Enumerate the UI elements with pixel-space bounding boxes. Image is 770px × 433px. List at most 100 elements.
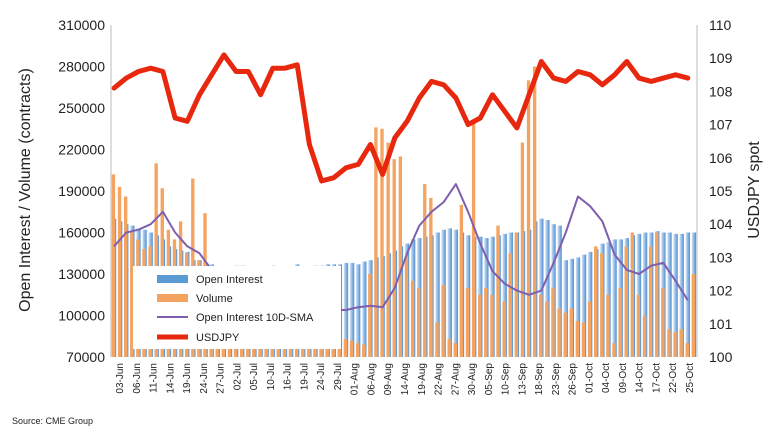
x-tick-label: 11-Jun [149,363,160,393]
volume-bar [423,184,427,357]
volume-bar [673,332,677,357]
open-interest-bar [545,220,550,357]
left-y-tick-label: 70000 [66,349,105,365]
x-tick-label: 10-Sep [501,363,512,396]
volume-bar [404,256,409,357]
volume-bar [441,285,445,357]
x-tick-label: 06-Aug [367,363,378,395]
x-tick-label: 04-Oct [601,363,612,393]
open-interest-bar [362,261,367,357]
legend-item-open-interest-sma: Open Interest 10D-SMA [157,312,314,324]
volume-bar [325,343,329,357]
volume-bar [349,340,354,357]
volume-bar [484,287,488,357]
x-tick-label: 09-Aug [383,363,394,395]
volume-bar [606,294,610,357]
volume-bar [300,341,305,357]
open-interest-bar [349,262,355,357]
volume-bar [563,312,567,357]
left-y-tick-label: 220000 [58,142,105,158]
x-tick-label: 14-Jun [165,363,176,394]
volume-bar [526,80,531,357]
right-y-axis-label: USDJPY spot [746,141,763,239]
x-tick-label: 03-Jun [115,363,126,394]
volume-bar [581,322,586,357]
x-tick-label: 19-Jul [299,363,310,390]
volume-bar [362,344,366,357]
volume-bar [691,274,696,357]
left-y-axis: 70000 100000 130000 160000 190000 220000 25000… [58,17,105,365]
volume-bar [288,343,293,357]
left-y-tick-label: 130000 [58,266,105,282]
x-tick-label: 01-Aug [350,363,361,395]
volume-bar [490,294,494,357]
x-axis: 03-Jun 06-Jun 11-Jun 14-Jun 19-Jun 24-Jun 27-J… [115,363,696,396]
volume-bar [636,294,641,357]
open-interest-bar [563,260,568,357]
open-interest-bar [575,257,581,357]
open-interest-bar [356,264,361,357]
x-tick-label: 22-Oct [668,363,679,393]
volume-bar [380,128,384,357]
volume-bar [368,274,372,357]
volume-bar [447,339,451,357]
right-y-tick-label: 101 [709,316,733,332]
open-interest-bar [679,233,684,357]
x-tick-label: 22-Aug [434,363,445,395]
right-y-tick-label: 105 [709,183,733,199]
x-tick-label: 09-Oct [618,363,629,393]
volume-bar [630,232,634,357]
volume-bar [575,321,580,357]
open-interest-bar [673,233,678,357]
right-y-tick-label: 107 [709,117,733,133]
volume-bar [416,287,421,357]
right-y-axis: 100 101 102 103 104 105 106 107 108 109 110 [709,17,733,365]
x-tick-label: 05-Jul [249,363,260,390]
open-interest-bar [685,232,690,357]
volume-bar [502,301,506,357]
volume-bar [435,322,439,357]
volume-bar [319,348,323,357]
volume-bar [123,196,128,357]
volume-bar [117,186,122,357]
volume-bar [661,287,665,357]
x-tick-label: 13-Sep [517,363,528,396]
volume-bar [343,339,348,357]
x-tick-label: 01-Oct [584,363,595,393]
volume-bar [600,253,604,357]
x-tick-label: 16-Jul [283,363,294,390]
open-interest-bar [502,233,507,357]
right-y-tick-label: 100 [709,349,733,365]
legend-item-open-interest: Open Interest [157,274,263,286]
volume-bar [612,343,616,357]
x-tick-label: 02-Jul [232,363,243,390]
volume-bar [111,174,116,357]
volume-bar [307,343,311,357]
x-tick-label: 25-Oct [685,363,696,393]
left-y-tick-label: 160000 [58,225,105,241]
volume-bar [392,159,396,357]
volume-bar [331,344,335,357]
open-interest-bar [435,232,440,357]
legend-swatch-open-interest [157,275,188,283]
volume-bar [618,287,622,357]
x-tick-label: 19-Aug [417,363,428,395]
volume-bar [154,163,158,357]
volume-bar [465,287,470,357]
legend-label-volume: Volume [196,293,233,305]
volume-bar [685,343,689,357]
x-tick-label: 19-Jun [182,363,193,394]
volume-bar [648,246,653,357]
x-tick-label: 27-Aug [450,363,461,395]
open-interest-bar [642,232,648,357]
left-y-tick-label: 100000 [58,308,105,324]
open-interest-bar [557,225,562,357]
legend-label-open-interest: Open Interest [196,274,263,286]
volume-bar [587,301,592,357]
left-y-tick-label: 250000 [58,100,105,116]
volume-bar [532,66,537,357]
volume-bar [270,343,274,357]
volume-bar [429,197,433,357]
x-tick-label: 24-Jul [316,363,327,390]
right-y-tick-label: 108 [709,83,733,99]
